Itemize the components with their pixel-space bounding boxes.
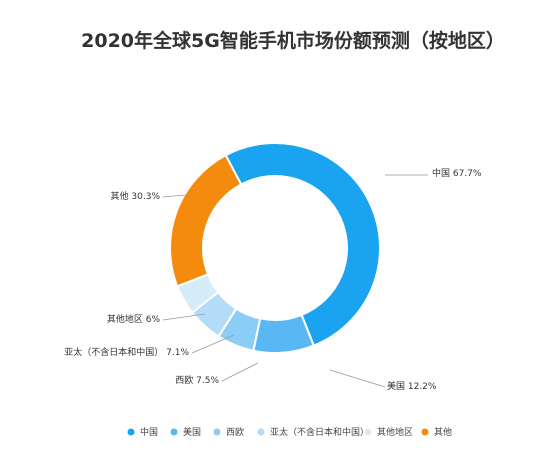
- label-apac-leader-line: [191, 334, 235, 354]
- label-usa-leader-line: [329, 369, 386, 388]
- legend-other: 其他: [421, 426, 452, 438]
- legend-apac: 亚太（不含日本和中国）: [257, 426, 369, 438]
- legend-western-europe: 西欧: [213, 426, 244, 438]
- label-usa: 美国 12.2%: [387, 380, 437, 392]
- donut-slices: [169, 142, 381, 354]
- chart-legend: 中国 美国 西欧 亚太（不含日本和中国） 其他地区 其他: [127, 426, 452, 438]
- slice-labels: 中国 67.7% 美国 12.2% 西欧 7.5% 亚太（不含日本和中国） 7.1% 其…: [64, 167, 482, 392]
- label-apac: 亚太（不含日本和中国） 7.1%: [64, 346, 189, 358]
- legend-china-label: 中国: [140, 426, 158, 438]
- label-other-regions-leader-line: [162, 313, 206, 321]
- legend-other-regions: 其他地区: [364, 426, 413, 438]
- legend-western-europe-label: 西欧: [226, 426, 244, 438]
- slice-china: [224, 142, 381, 347]
- label-other: 其他 30.3%: [111, 190, 161, 202]
- label-western-europe-leader-line: [221, 362, 259, 382]
- legend-apac-swatch: [257, 428, 265, 436]
- legend-western-europe-swatch: [213, 428, 221, 436]
- legend-other-regions-label: 其他地区: [377, 426, 413, 438]
- legend-other-swatch: [421, 428, 429, 436]
- label-western-europe: 西欧 7.5%: [175, 374, 219, 386]
- legend-china-swatch: [127, 428, 135, 436]
- legend-other-label: 其他: [434, 426, 452, 438]
- label-china: 中国 67.7%: [432, 167, 482, 179]
- legend-china: 中国: [127, 426, 158, 438]
- slice-usa: [252, 313, 316, 354]
- slice-other: [169, 153, 243, 288]
- chart-title: 2020年全球5G智能手机市场份额预测（按地区）: [81, 29, 505, 52]
- legend-apac-label: 亚太（不含日本和中国）: [270, 426, 369, 438]
- legend-usa-label: 美国: [183, 426, 201, 438]
- legend-usa-swatch: [170, 428, 178, 436]
- legend-other-regions-swatch: [364, 428, 372, 436]
- label-other-regions: 其他地区 6%: [107, 313, 161, 325]
- label-other-leader-line: [162, 194, 186, 198]
- legend-usa: 美国: [170, 426, 201, 438]
